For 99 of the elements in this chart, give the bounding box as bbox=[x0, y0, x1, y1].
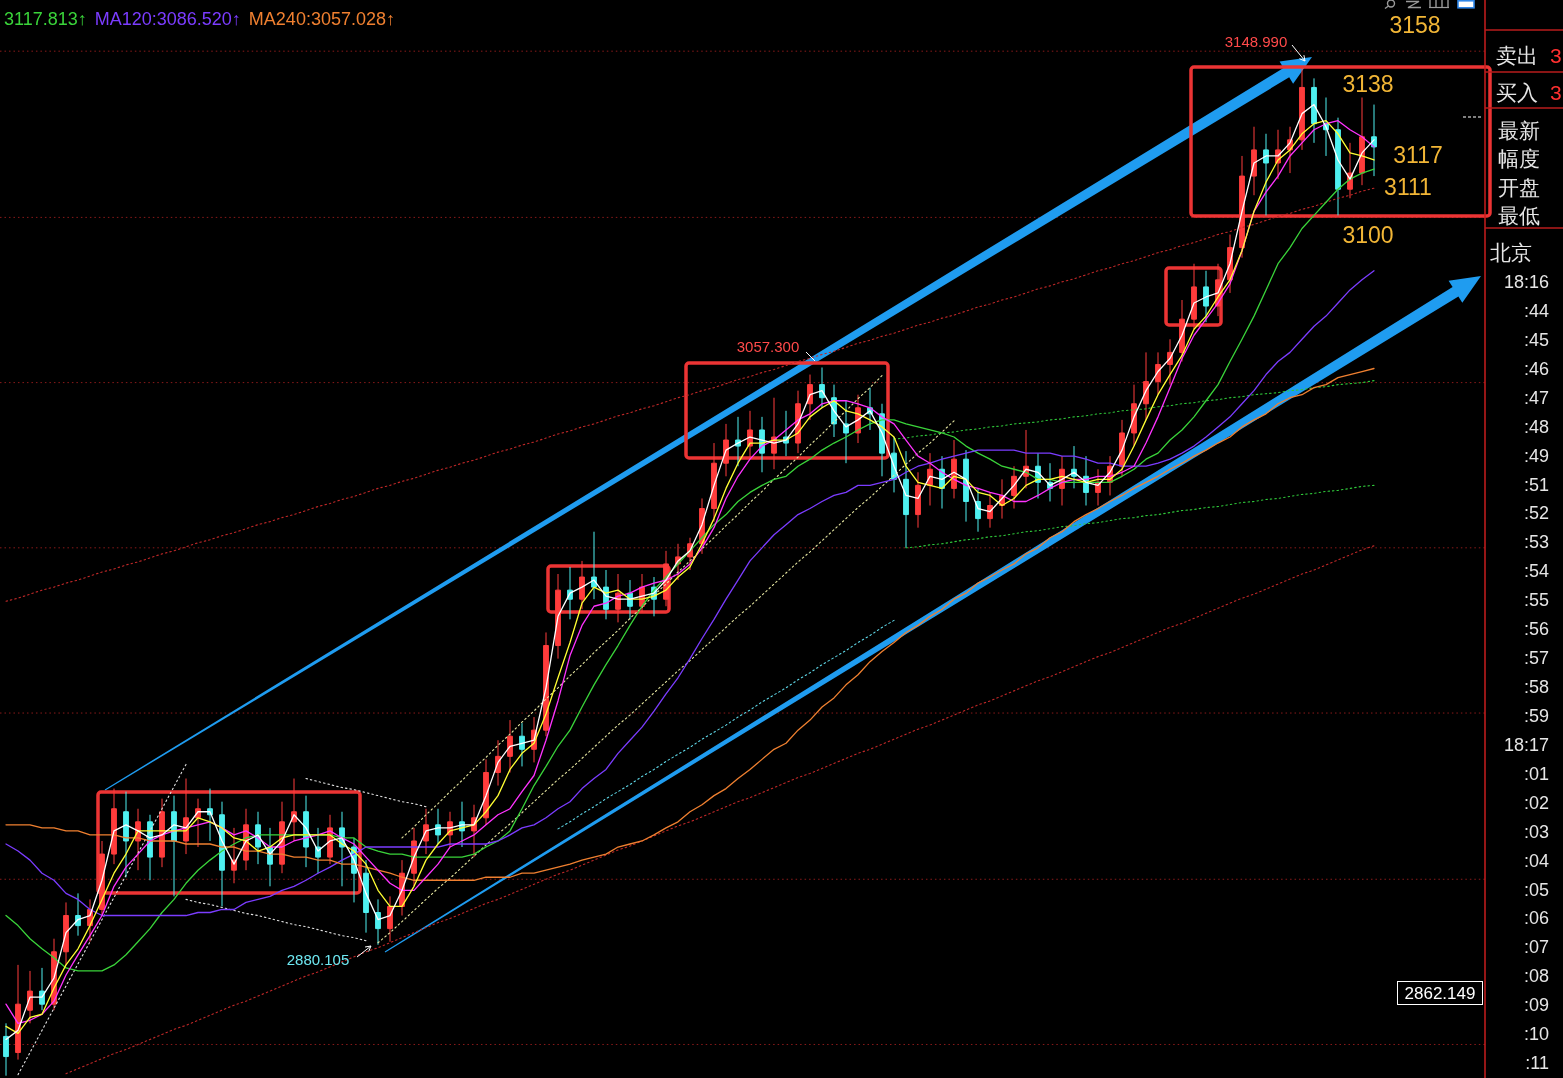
text: 3158 bbox=[1389, 12, 1441, 38]
candlestick bbox=[387, 895, 393, 943]
candlestick bbox=[1071, 445, 1077, 489]
candlestick bbox=[171, 795, 177, 897]
text: :49 bbox=[1523, 445, 1549, 466]
text: :05 bbox=[1523, 879, 1549, 900]
text: :03 bbox=[1523, 821, 1549, 842]
text: 幅度 bbox=[1498, 146, 1540, 170]
text: 卖出 bbox=[1496, 43, 1538, 67]
text: 最低 bbox=[1498, 203, 1540, 227]
text: :44 bbox=[1523, 300, 1549, 321]
text: :56 bbox=[1523, 619, 1549, 640]
text: 北京 bbox=[1490, 240, 1532, 264]
candlestick bbox=[63, 901, 69, 966]
candlestick bbox=[1155, 351, 1161, 396]
text: :01 bbox=[1523, 763, 1549, 784]
candlestick bbox=[1179, 299, 1185, 362]
candlestick bbox=[567, 566, 573, 620]
candlestick bbox=[519, 722, 525, 767]
text: 3 bbox=[1550, 80, 1562, 104]
candlestick bbox=[711, 442, 717, 523]
text: 买入 bbox=[1496, 80, 1538, 104]
candlestick bbox=[75, 892, 81, 937]
text: MA120:3086.520↑ bbox=[94, 9, 241, 29]
candlestick bbox=[1119, 419, 1125, 477]
text: 3117.813↑ bbox=[4, 9, 87, 29]
text: :09 bbox=[1523, 995, 1549, 1016]
candlestick bbox=[975, 487, 981, 533]
text: :45 bbox=[1523, 329, 1549, 350]
candlestick bbox=[1311, 77, 1317, 144]
candlestick bbox=[1335, 117, 1341, 216]
candlestick bbox=[591, 531, 597, 600]
text: :08 bbox=[1523, 966, 1549, 987]
candlestick bbox=[1299, 67, 1305, 151]
candlestick bbox=[579, 560, 585, 610]
text: 最新 bbox=[1498, 118, 1540, 142]
candlestick bbox=[315, 827, 321, 874]
candlestick bbox=[951, 439, 957, 499]
candlestick bbox=[807, 374, 813, 421]
annotation: 2880.105 bbox=[286, 950, 350, 968]
text: :54 bbox=[1523, 561, 1549, 582]
candlestick bbox=[483, 758, 489, 826]
text: :11 bbox=[1525, 1053, 1549, 1074]
candlestick bbox=[1131, 384, 1137, 447]
text: :06 bbox=[1523, 908, 1549, 929]
candlestick bbox=[1203, 270, 1209, 323]
text: :48 bbox=[1523, 416, 1549, 437]
text: 3117 bbox=[1393, 142, 1443, 168]
text: :04 bbox=[1523, 850, 1549, 871]
text: :46 bbox=[1523, 358, 1549, 379]
candlestick bbox=[111, 788, 117, 865]
text: :07 bbox=[1523, 937, 1549, 958]
text: 3 bbox=[1550, 43, 1562, 67]
candlestick bbox=[1263, 133, 1269, 216]
candlestick bbox=[723, 423, 729, 477]
candlestick bbox=[3, 1022, 9, 1077]
text: 3111 bbox=[1384, 174, 1432, 200]
candlestick bbox=[495, 739, 501, 787]
text: :51 bbox=[1523, 474, 1549, 495]
candlestick bbox=[1191, 263, 1197, 330]
candlestick bbox=[555, 573, 561, 660]
text: 18:17 bbox=[1503, 734, 1549, 755]
candlestick bbox=[927, 452, 933, 507]
text: :52 bbox=[1523, 503, 1549, 524]
candlestick bbox=[843, 400, 849, 464]
candlestick bbox=[903, 450, 909, 549]
text: :59 bbox=[1523, 705, 1549, 726]
candlestick bbox=[15, 964, 21, 1061]
text: :57 bbox=[1523, 648, 1549, 669]
candlestick bbox=[375, 898, 381, 946]
text: 2862.149 bbox=[1404, 983, 1476, 1003]
annotation: 3100 bbox=[1342, 222, 1394, 248]
annotation: 3138 bbox=[1342, 71, 1394, 97]
candlestick bbox=[1371, 104, 1377, 177]
candlestick bbox=[1011, 465, 1017, 510]
text: MA240:3057.028↑ bbox=[248, 9, 395, 29]
candlestick bbox=[27, 970, 33, 1024]
text: :47 bbox=[1523, 387, 1549, 408]
text: :02 bbox=[1523, 792, 1549, 813]
candlestick bbox=[915, 471, 921, 529]
candlestick bbox=[423, 808, 429, 855]
text: 开盘 bbox=[1498, 175, 1540, 199]
text: :55 bbox=[1523, 590, 1549, 611]
candlestick bbox=[363, 859, 369, 934]
candlestick bbox=[963, 449, 969, 523]
annotation: 3057.300 bbox=[736, 337, 800, 355]
text: :53 bbox=[1523, 532, 1549, 553]
text: :58 bbox=[1523, 677, 1549, 698]
candlestick bbox=[507, 719, 513, 773]
candlestick bbox=[987, 491, 993, 529]
text: 18:16 bbox=[1503, 272, 1549, 292]
text: :10 bbox=[1523, 1024, 1549, 1045]
candlestick bbox=[1143, 351, 1149, 421]
candlestick bbox=[159, 798, 165, 868]
candlestick bbox=[1239, 155, 1245, 259]
candlestick bbox=[219, 801, 225, 907]
text: 3148.990 bbox=[1224, 32, 1288, 50]
candlestick bbox=[1251, 126, 1257, 196]
candlestick bbox=[123, 791, 129, 878]
